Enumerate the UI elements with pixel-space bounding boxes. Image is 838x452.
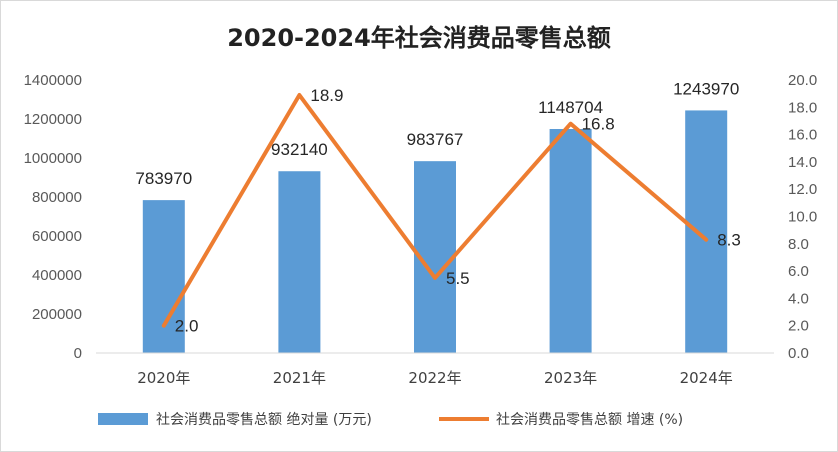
- left-tick-label: 800000: [32, 189, 82, 206]
- bar-data-label: 1148704: [538, 98, 603, 117]
- right-tick-label: 6.0: [788, 263, 809, 280]
- category-label: 2021年: [273, 369, 326, 387]
- right-tick-label: 20.0: [788, 72, 817, 89]
- line-series: 2.0 18.9 5.5 16.8 8.3: [161, 86, 741, 336]
- category-label: 2022年: [408, 369, 461, 387]
- right-tick-label: 8.0: [788, 236, 809, 253]
- line-data-label: 8.3: [717, 231, 741, 250]
- right-y-axis: 0.0 2.0 4.0 6.0 8.0 10.0 12.0 14.0 16.0 18.0 20.0: [788, 72, 817, 362]
- bar: [549, 129, 592, 353]
- line-data-label: 18.9: [310, 86, 343, 105]
- right-tick-label: 12.0: [788, 181, 817, 198]
- right-tick-label: 2.0: [788, 318, 809, 335]
- bar: [685, 110, 728, 354]
- right-tick-label: 10.0: [788, 209, 817, 226]
- right-tick-label: 0.0: [788, 345, 809, 362]
- left-tick-label: 600000: [32, 228, 82, 245]
- right-tick-label: 16.0: [788, 127, 817, 144]
- legend-swatch-bar: [98, 413, 148, 425]
- x-axis: 2020年 2021年 2022年 2023年 2024年: [96, 352, 774, 387]
- chart-title: 2020-2024年社会消费品零售总额: [227, 24, 611, 52]
- left-tick-label: 0: [74, 345, 82, 362]
- right-tick-label: 14.0: [788, 154, 817, 171]
- line-data-label: 5.5: [446, 269, 470, 288]
- legend-label-bar: 社会消费品零售总额 绝对量 (万元): [156, 412, 372, 428]
- category-label: 2024年: [680, 369, 733, 387]
- bar-data-label: 983767: [407, 130, 464, 149]
- line-data-label: 2.0: [175, 317, 199, 336]
- legend-label-line: 社会消费品零售总额 增速 (%): [496, 412, 683, 428]
- left-tick-label: 400000: [32, 267, 82, 284]
- bar-series: 783970 932140 983767 1148704 1243970: [135, 79, 739, 354]
- left-tick-label: 1000000: [24, 150, 82, 167]
- category-label: 2020年: [137, 369, 190, 387]
- bar-data-label: 1243970: [673, 79, 739, 98]
- bar: [278, 171, 321, 353]
- growth-line: [161, 93, 709, 328]
- left-tick-label: 1400000: [24, 72, 82, 89]
- right-tick-label: 18.0: [788, 99, 817, 116]
- bar-data-label: 932140: [271, 140, 328, 159]
- left-tick-label: 1200000: [24, 111, 82, 128]
- bar-data-label: 783970: [135, 169, 192, 188]
- category-label: 2023年: [544, 369, 597, 387]
- right-tick-label: 4.0: [788, 290, 809, 307]
- legend: 社会消费品零售总额 绝对量 (万元) 社会消费品零售总额 增速 (%): [98, 412, 683, 428]
- left-tick-label: 200000: [32, 306, 82, 323]
- left-y-axis: 0 200000 400000 600000 800000 1000000 1200000 1…: [24, 72, 82, 362]
- line-data-label: 16.8: [582, 115, 615, 134]
